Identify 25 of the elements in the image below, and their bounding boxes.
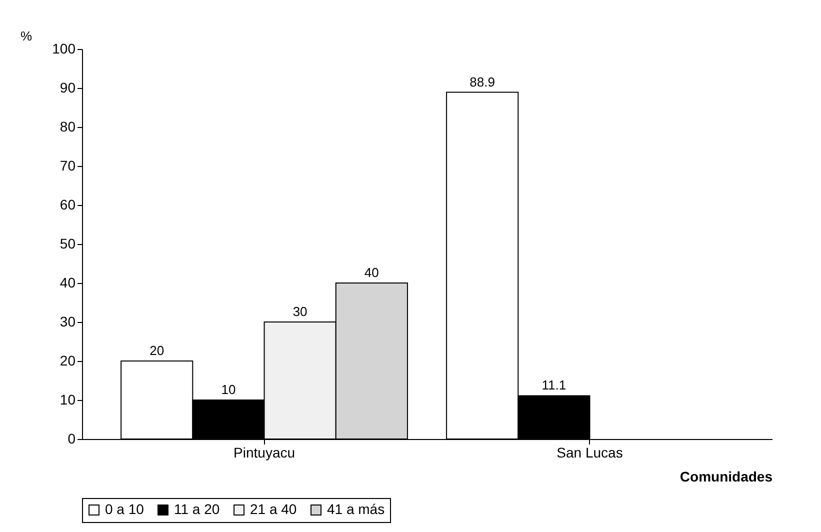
x-axis-title: Comunidades [680, 468, 773, 484]
y-tick-label: 50 [60, 236, 76, 252]
y-tick-label: 20 [60, 352, 76, 368]
y-tick-label: 90 [60, 80, 76, 96]
y-tick-label: 100 [52, 40, 76, 56]
y-tick-label: 80 [60, 118, 76, 134]
data-label: 11.1 [542, 378, 566, 393]
y-tick-label: 70 [60, 158, 76, 174]
y-tick-label: 60 [60, 196, 76, 212]
y-tick-label: 40 [60, 274, 76, 290]
legend-label: 11 a 20 [174, 501, 220, 517]
y-tick-label: 30 [60, 314, 76, 330]
y-axis-title: % [20, 28, 32, 44]
y-tick-label: 0 [68, 430, 76, 446]
legend-label: 0 a 10 [105, 501, 144, 517]
data-label: 40 [364, 265, 379, 280]
x-tick-label: Pintuyacu [234, 444, 296, 460]
legend-label: 21 a 40 [250, 501, 297, 517]
legend-label: 41 a más [327, 501, 385, 517]
data-label: 88.9 [470, 74, 495, 90]
y-tick-label: 10 [60, 392, 76, 408]
x-tick-label: San Lucas [556, 444, 623, 460]
data-label: 30 [292, 304, 308, 319]
data-label: 20 [150, 343, 164, 358]
data-label: 10 [221, 382, 236, 397]
